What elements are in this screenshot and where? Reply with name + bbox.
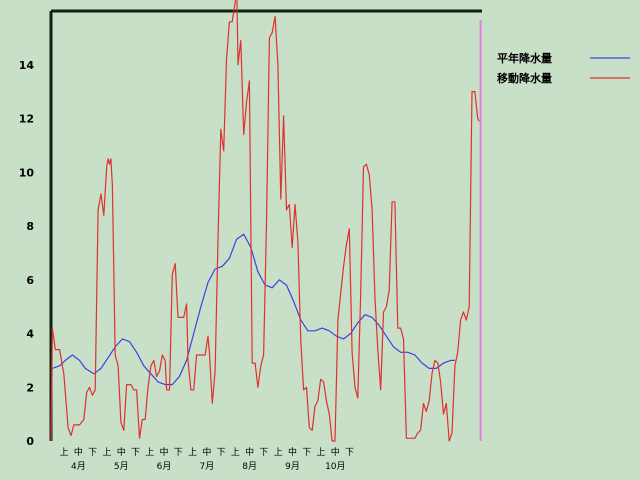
y-tick-label: 4 [26,328,34,341]
legend-label: 移動降水量 [497,71,552,85]
series-line-2 [50,0,480,442]
x-tick-label: 上 [317,447,326,458]
axes [49,9,482,441]
y-tick-label: 2 [26,381,34,394]
x-tick-label: 中 [117,446,126,458]
x-month-label: 10月 [325,461,345,472]
x-tick-label: 下 [345,448,354,458]
x-tick-label: 上 [145,447,154,458]
x-tick-label: 下 [174,448,183,458]
y-tick-label: 14 [19,59,35,72]
series-lines [50,0,482,442]
legend-label: 平年降水量 [497,51,552,65]
x-month-label: 9月 [285,461,300,472]
x-month-label: 7月 [199,461,214,472]
x-tick-label: 上 [102,447,111,458]
x-tick-label: 下 [88,448,97,458]
y-tick-label: 6 [26,274,34,287]
x-month-label: 8月 [242,461,257,472]
x-month-label: 4月 [71,461,86,472]
x-month-label: 5月 [114,461,129,472]
x-tick-label: 下 [131,448,140,458]
x-tick-label: 中 [331,446,340,458]
x-tick-label: 上 [188,447,197,458]
x-tick-label: 中 [160,446,169,458]
y-tick-label: 12 [19,113,34,126]
y-tick-label: 0 [26,435,34,448]
x-tick-label: 下 [217,448,226,458]
y-tick-label: 8 [26,220,34,233]
y-tick-label: 10 [19,166,35,179]
x-tick-label: 中 [202,446,211,458]
y-axis-ticks: 0 2 4 6 8 10 12 14 [19,59,35,448]
x-tick-label: 上 [274,447,283,458]
x-tick-label: 下 [259,448,268,458]
x-tick-label: 上 [60,447,69,458]
x-axis-ticks: 上中下上中下上中下上中下上中下上中下上中下4月 5月 6月 7月 8月 9月 10月 [60,446,354,472]
x-tick-label: 下 [302,448,311,458]
x-tick-label: 中 [288,446,297,458]
x-month-label: 6月 [157,461,172,472]
x-tick-label: 上 [231,447,240,458]
x-tick-label: 中 [245,446,254,458]
x-tick-label: 中 [74,446,83,458]
